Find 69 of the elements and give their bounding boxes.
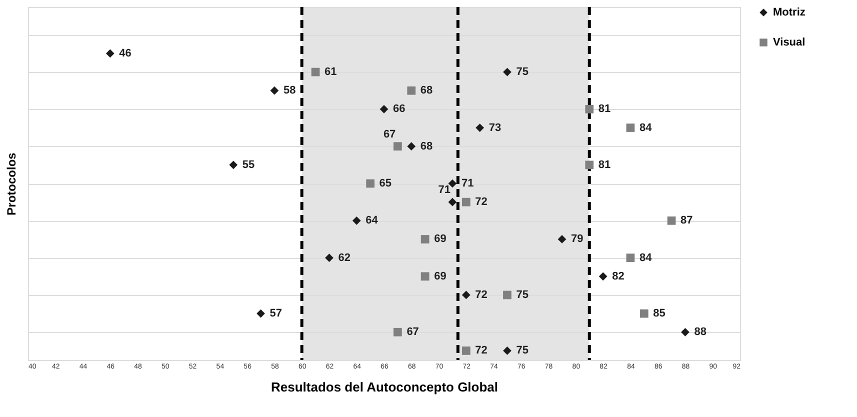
point xyxy=(407,142,416,151)
data-label: 82 xyxy=(612,270,624,282)
data-label: 61 xyxy=(324,66,337,78)
data-label: 55 xyxy=(242,158,255,171)
point xyxy=(420,235,430,244)
point xyxy=(270,86,279,95)
data-label: 71 xyxy=(461,178,474,190)
point xyxy=(352,216,361,225)
point xyxy=(448,198,457,206)
data-label: 81 xyxy=(598,158,611,171)
data-label: 67 xyxy=(406,326,419,338)
point xyxy=(558,235,566,244)
point xyxy=(462,290,470,300)
data-label: 67 xyxy=(383,128,396,140)
data-label: 85 xyxy=(653,308,666,320)
data-label: 62 xyxy=(338,252,350,264)
data-label: 72 xyxy=(475,196,488,208)
point xyxy=(420,272,430,281)
point xyxy=(476,124,484,132)
data-label: 68 xyxy=(420,140,433,152)
data-label: 46 xyxy=(119,47,132,60)
data-label: 71 xyxy=(438,184,450,196)
data-label: 75 xyxy=(516,288,528,301)
point xyxy=(598,272,608,281)
point xyxy=(681,328,690,336)
point xyxy=(311,68,320,76)
data-label: 75 xyxy=(516,344,528,357)
data-label: 64 xyxy=(366,214,379,227)
point xyxy=(106,49,114,58)
point xyxy=(407,86,416,95)
legend-label: Visual xyxy=(773,36,806,48)
data-label: 87 xyxy=(680,214,693,227)
point xyxy=(462,198,470,206)
point xyxy=(380,105,388,114)
point xyxy=(366,179,374,188)
data-label: 69 xyxy=(434,233,446,246)
data-label: 66 xyxy=(393,103,406,116)
data-label: 84 xyxy=(639,122,653,134)
data-label: 84 xyxy=(639,252,653,264)
data-label: 79 xyxy=(571,233,584,246)
point xyxy=(394,328,402,336)
data-label: 69 xyxy=(434,270,446,282)
point xyxy=(256,309,265,318)
data-label: 81 xyxy=(598,103,611,116)
point xyxy=(394,142,402,151)
data-label: 88 xyxy=(694,326,706,338)
point xyxy=(626,254,635,262)
data-label: 72 xyxy=(475,288,488,301)
point xyxy=(585,105,594,114)
data-label: 58 xyxy=(283,84,296,97)
x-axis-title: Resultados del Autoconcepto Global xyxy=(270,380,498,394)
data-label: 73 xyxy=(488,122,502,134)
point xyxy=(229,160,238,170)
data-label: 75 xyxy=(516,66,528,78)
point xyxy=(503,346,512,355)
point xyxy=(503,290,512,300)
data-label: 68 xyxy=(420,84,433,97)
legend-label: Motriz xyxy=(773,6,806,18)
point xyxy=(640,309,648,318)
data-label: 57 xyxy=(270,308,282,320)
point xyxy=(626,124,635,132)
point xyxy=(667,216,676,225)
point xyxy=(325,254,334,262)
point xyxy=(503,68,512,76)
y-axis-title: Protocolos xyxy=(4,152,18,216)
point xyxy=(462,346,470,355)
data-label: 72 xyxy=(475,344,488,357)
data-label: 65 xyxy=(379,178,392,190)
point xyxy=(585,160,594,170)
